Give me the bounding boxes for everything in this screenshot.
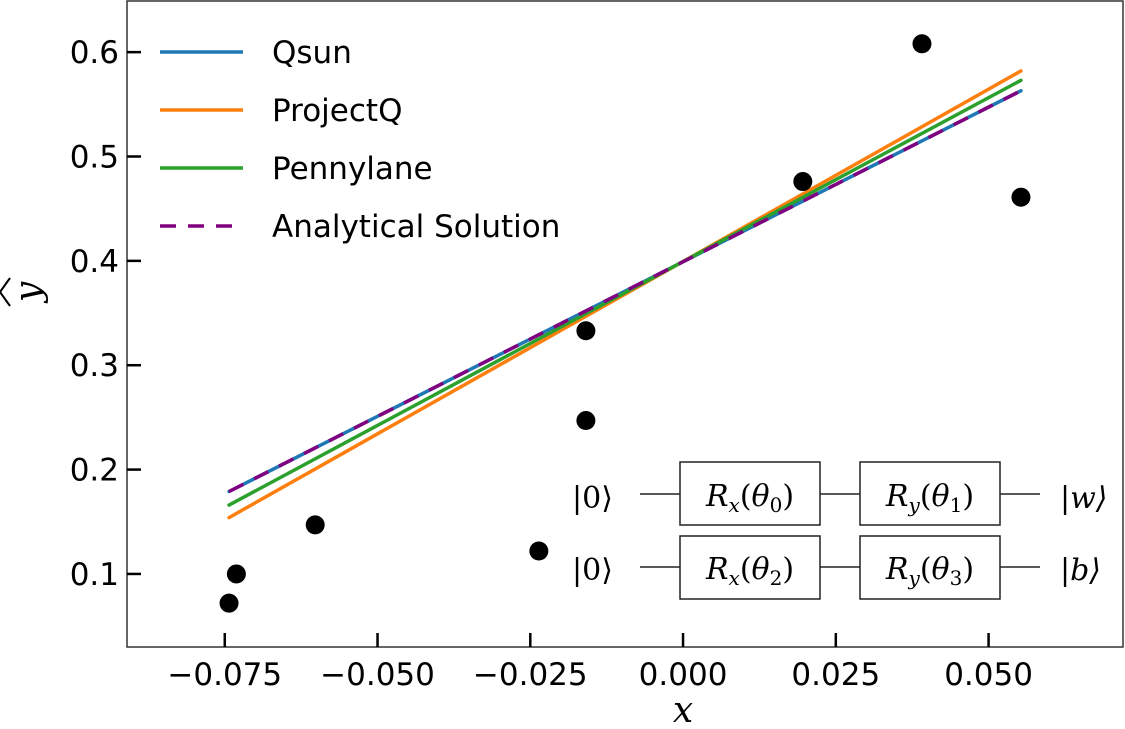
x-tick-label: 0.000 xyxy=(639,657,728,693)
legend-label: ProjectQ xyxy=(272,93,402,129)
circuit-row-1: |0⟩ Rx(θ2) Ry(θ3) |b⟩ xyxy=(572,535,1101,600)
y-tick-label: 0.3 xyxy=(70,348,119,384)
circuit-inset: |0⟩ Rx(θ0) Ry(θ1) |w⟩ |0⟩ Rx(θ2) xyxy=(572,461,1108,600)
gate-rx-theta2-label: Rx(θ2) xyxy=(705,552,794,590)
y-tick-label: 0.1 xyxy=(70,557,119,593)
scatter-point xyxy=(305,515,325,535)
y-tick-label: 0.6 xyxy=(70,35,119,71)
series-line-pennylane xyxy=(227,78,1023,507)
y-axis-label-hat xyxy=(0,277,11,307)
scatter-point xyxy=(529,541,549,561)
x-tick-label: 0.050 xyxy=(944,657,1033,693)
x-tick-label: −0.050 xyxy=(320,657,435,693)
regression-lines xyxy=(227,69,1023,520)
scatter-point xyxy=(793,172,813,192)
gate-rx-theta0 xyxy=(679,461,821,526)
x-tick-label: 0.025 xyxy=(791,657,880,693)
gate-rx-theta2 xyxy=(679,535,821,600)
y-axis-label-group: y xyxy=(0,277,49,307)
y-tick-label: 0.5 xyxy=(70,139,119,175)
x-axis-ticks: −0.075 −0.050 −0.025 0.000 0.025 0.050 xyxy=(167,633,1033,693)
plot-frame xyxy=(126,0,1124,648)
scatter-point xyxy=(1011,187,1031,207)
scatter-point xyxy=(576,411,596,431)
data-points xyxy=(219,34,1031,613)
row0-output-ket: |w⟩ xyxy=(1060,481,1108,516)
y-axis-label: y xyxy=(8,281,49,304)
y-tick-label: 0.4 xyxy=(70,244,119,280)
row0-input-ket: |0⟩ xyxy=(572,481,613,516)
gate-ry-theta3-label: Ry(θ3) xyxy=(885,552,974,590)
series-line-analytical-solution xyxy=(228,89,1022,494)
y-axis-ticks: 0.1 0.2 0.3 0.4 0.5 0.6 xyxy=(70,35,141,593)
y-tick-label: 0.2 xyxy=(70,453,119,489)
x-tick-label: −0.025 xyxy=(473,657,588,693)
scatter-point xyxy=(226,564,246,584)
row1-output-ket: |b⟩ xyxy=(1060,553,1101,588)
legend: Qsun ProjectQ Pennylane Analytical Solution xyxy=(160,35,560,245)
x-axis-label: x xyxy=(673,690,693,729)
gate-ry-theta3 xyxy=(859,535,1001,600)
gate-ry-theta1-label: Ry(θ1) xyxy=(885,479,974,517)
legend-label: Analytical Solution xyxy=(272,209,560,245)
scatter-point xyxy=(219,593,239,613)
legend-label: Pennylane xyxy=(272,151,433,187)
scatter-point xyxy=(576,321,596,341)
legend-label: Qsun xyxy=(272,35,352,71)
x-tick-label: −0.075 xyxy=(167,657,282,693)
gate-rx-theta0-label: Rx(θ0) xyxy=(705,479,794,517)
scatter-point xyxy=(912,34,932,54)
circuit-row-0: |0⟩ Rx(θ0) Ry(θ1) |w⟩ xyxy=(572,461,1108,526)
row1-input-ket: |0⟩ xyxy=(572,553,613,588)
gate-ry-theta1 xyxy=(859,461,1001,526)
